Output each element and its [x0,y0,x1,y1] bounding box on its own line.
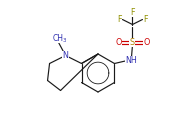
Text: F: F [130,8,135,17]
Text: O: O [143,38,150,47]
Text: F: F [143,15,148,24]
Text: NH: NH [126,56,137,65]
Text: F: F [117,15,122,24]
Text: S: S [130,38,135,47]
Text: 3: 3 [62,38,66,43]
Text: O: O [115,38,122,47]
Text: N: N [63,51,68,60]
Text: CH: CH [53,34,64,43]
